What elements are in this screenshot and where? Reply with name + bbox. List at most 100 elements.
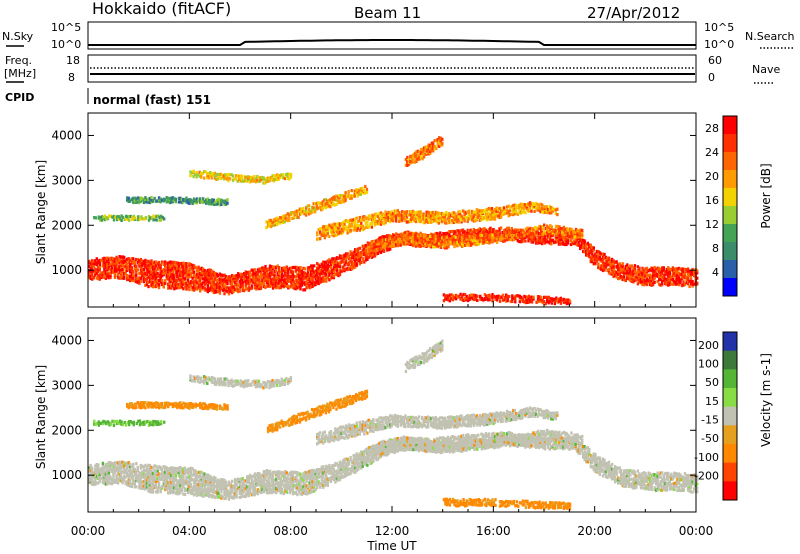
scatter-cell bbox=[317, 263, 320, 267]
scatter-cell bbox=[492, 217, 495, 221]
scatter-cell bbox=[442, 217, 445, 221]
scatter-cell bbox=[130, 265, 133, 269]
scatter-cell bbox=[177, 268, 181, 272]
scatter-cell bbox=[422, 212, 425, 216]
scatter-cell bbox=[92, 480, 95, 484]
scatter-cell bbox=[494, 295, 497, 299]
scatter-cell bbox=[233, 274, 237, 278]
scatter-cell bbox=[389, 220, 392, 224]
scatter-cell bbox=[132, 196, 135, 200]
scatter-cell bbox=[612, 262, 615, 266]
scatter-cell bbox=[518, 230, 521, 234]
scatter-cell bbox=[152, 214, 155, 218]
scatter-cell bbox=[463, 232, 466, 236]
scatter-cell bbox=[136, 277, 139, 281]
scatter-cell bbox=[269, 221, 273, 225]
scatter-cell bbox=[591, 260, 594, 264]
scatter-cell bbox=[462, 234, 465, 238]
scatter-cell bbox=[452, 220, 456, 224]
scatter-cell bbox=[410, 235, 414, 239]
scatter-cell bbox=[404, 231, 408, 235]
scatter-cell bbox=[307, 208, 311, 212]
scatter-cell bbox=[415, 232, 418, 236]
scatter-cell bbox=[298, 207, 302, 211]
scatter-cell bbox=[135, 280, 138, 284]
scatter-cell bbox=[550, 234, 553, 238]
scatter-cell bbox=[422, 239, 426, 243]
scatter-cell bbox=[412, 234, 415, 238]
scatter-cell bbox=[519, 240, 523, 244]
scatter-cell bbox=[419, 210, 422, 214]
scatter-cell bbox=[130, 277, 133, 281]
scatter-cell bbox=[554, 239, 557, 243]
scatter-cell bbox=[417, 216, 421, 220]
scatter-cell bbox=[671, 271, 675, 275]
scatter-cell bbox=[680, 273, 684, 277]
scatter-cell bbox=[372, 242, 376, 246]
scatter-cell bbox=[296, 279, 299, 283]
scatter-cell bbox=[499, 211, 503, 216]
scatter-cell bbox=[689, 279, 693, 283]
scatter-cell bbox=[249, 281, 252, 285]
scatter-cell bbox=[483, 240, 487, 244]
scatter-cell bbox=[199, 289, 202, 293]
scatter-cell bbox=[489, 228, 492, 232]
scatter-cell bbox=[176, 266, 179, 270]
scatter-cell bbox=[416, 212, 419, 216]
scatter-cell bbox=[641, 266, 644, 270]
scatter-cell bbox=[264, 285, 267, 289]
scatter-cell bbox=[607, 271, 611, 275]
scatter-cell bbox=[539, 210, 542, 214]
scatter-cell bbox=[170, 286, 173, 290]
scatter-cell bbox=[326, 276, 329, 280]
scatter-cell bbox=[150, 283, 153, 287]
scatter-cell bbox=[485, 240, 488, 244]
scatter-cell bbox=[364, 255, 367, 259]
scatter-cell bbox=[334, 233, 337, 237]
scatter-cell bbox=[676, 267, 679, 271]
scatter-cell bbox=[629, 269, 632, 273]
scatter-cell bbox=[662, 276, 665, 280]
scatter-cell bbox=[474, 219, 477, 223]
scatter-cell bbox=[641, 279, 644, 284]
scatter-cell bbox=[555, 231, 558, 235]
scatter-cell bbox=[106, 216, 110, 220]
power-scatter-cells bbox=[88, 136, 699, 306]
scatter-cell bbox=[552, 231, 555, 235]
scatter-cell bbox=[507, 226, 510, 230]
scatter-cell bbox=[541, 237, 544, 241]
scatter-cell bbox=[547, 231, 550, 235]
scatter-cell bbox=[361, 250, 364, 254]
scatter-cell bbox=[512, 203, 515, 208]
scatter-cell bbox=[241, 177, 244, 181]
scatter-cell bbox=[416, 156, 420, 160]
scatter-cell bbox=[274, 221, 277, 225]
scatter-cell bbox=[148, 260, 152, 264]
scatter-cell bbox=[556, 297, 560, 302]
scatter-cell bbox=[406, 163, 409, 167]
scatter-cell bbox=[151, 267, 155, 271]
scatter-cell bbox=[223, 284, 226, 288]
scatter-cell bbox=[653, 280, 656, 284]
scatter-cell bbox=[344, 259, 348, 263]
scatter-cell bbox=[106, 259, 109, 264]
scatter-cell bbox=[355, 191, 358, 195]
scatter-cell bbox=[443, 215, 447, 219]
scatter-cell bbox=[282, 280, 285, 284]
scatter-cell bbox=[582, 245, 585, 249]
scatter-cell bbox=[154, 280, 158, 284]
scatter-cell bbox=[500, 235, 503, 239]
scatter-cell bbox=[536, 237, 539, 241]
scatter-cell bbox=[247, 288, 250, 292]
scatter-cell bbox=[430, 143, 433, 147]
scatter-cell bbox=[100, 215, 104, 219]
scatter-cell bbox=[558, 228, 561, 232]
scatter-cell bbox=[113, 275, 117, 279]
scatter-cell bbox=[191, 199, 194, 203]
scatter-cell bbox=[402, 210, 405, 214]
scatter-cell bbox=[159, 269, 162, 273]
scatter-cell bbox=[182, 263, 185, 267]
scatter-cell bbox=[410, 212, 413, 216]
scatter-cell bbox=[139, 261, 143, 265]
scatter-cell bbox=[544, 295, 547, 299]
